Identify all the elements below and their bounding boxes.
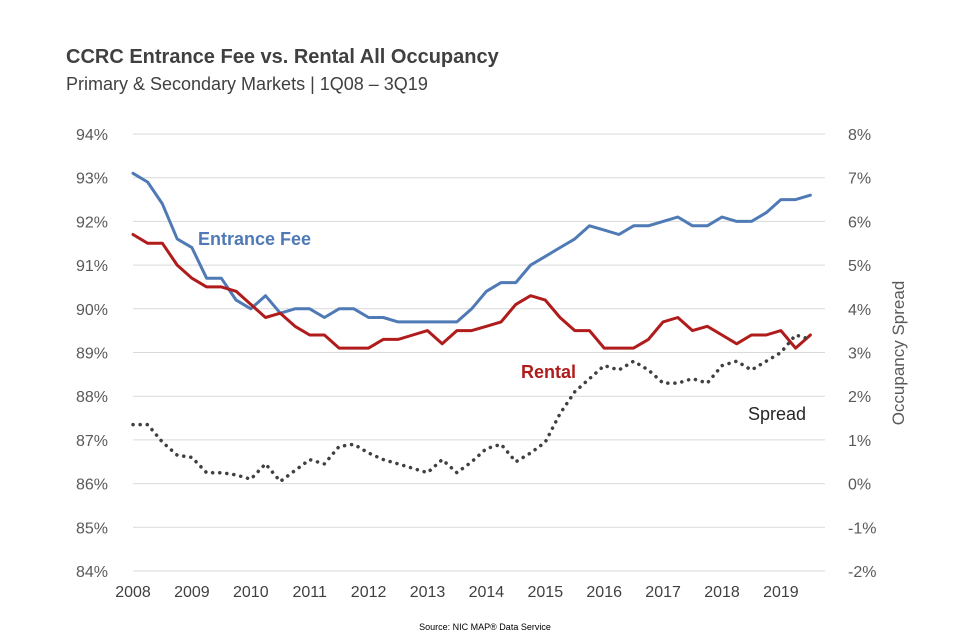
y-left-tick-label: 89% (76, 346, 108, 363)
y-left-tick-label: 94% (76, 127, 108, 144)
y-left-tick-label: 91% (76, 258, 108, 275)
y-left-tick-label: 93% (76, 171, 108, 188)
y-right-tick-label: 4% (848, 302, 871, 319)
x-tick-label: 2012 (351, 584, 387, 601)
chart-subtitle: Primary & Secondary Markets | 1Q08 – 3Q1… (66, 74, 428, 94)
y-left-tick-label: 90% (76, 302, 108, 319)
y-right-tick-label: 7% (848, 171, 871, 188)
x-tick-label: 2015 (528, 584, 564, 601)
y-right-tick-label: 2% (848, 389, 871, 406)
x-tick-label: 2008 (115, 584, 151, 601)
y-right-tick-label: -1% (848, 520, 876, 537)
x-tick-label: 2009 (174, 584, 210, 601)
series-line-spread (131, 333, 813, 484)
series-line-entrance-fee (131, 171, 812, 324)
chart-title: CCRC Entrance Fee vs. Rental All Occupan… (66, 46, 499, 68)
x-tick-label: 2014 (469, 584, 505, 601)
y-right-tick-label: 1% (848, 433, 871, 450)
x-tick-label: 2011 (292, 584, 327, 601)
series-label-spread: Spread (748, 404, 806, 424)
series-label-rental: Rental (521, 362, 576, 382)
source-note: Source: NIC MAP® Data Service (419, 622, 551, 632)
y-right-axis-title: Occupancy Spread (889, 281, 908, 426)
y-left-tick-label: 92% (76, 214, 108, 231)
x-tick-label: 2019 (763, 584, 799, 601)
y-right-tick-label: 5% (848, 258, 871, 275)
y-left-tick-label: 86% (76, 477, 108, 494)
x-tick-label: 2013 (410, 584, 446, 601)
y-left-tick-label: 87% (76, 433, 108, 450)
x-tick-label: 2016 (586, 584, 622, 601)
series-line-rental (131, 233, 812, 350)
series-label-entrance-fee: Entrance Fee (198, 229, 311, 249)
y-left-tick-label: 84% (76, 564, 108, 581)
y-right-tick-label: -2% (848, 564, 876, 581)
x-tick-label: 2010 (233, 584, 269, 601)
y-left-tick-label: 88% (76, 389, 108, 406)
x-tick-label: 2017 (645, 584, 681, 601)
y-left-tick-label: 85% (76, 520, 108, 537)
x-tick-label: 2018 (704, 584, 740, 601)
y-right-tick-label: 8% (848, 127, 871, 144)
y-right-tick-label: 6% (848, 214, 871, 231)
y-right-tick-label: 0% (848, 477, 871, 494)
y-right-tick-label: 3% (848, 346, 871, 363)
